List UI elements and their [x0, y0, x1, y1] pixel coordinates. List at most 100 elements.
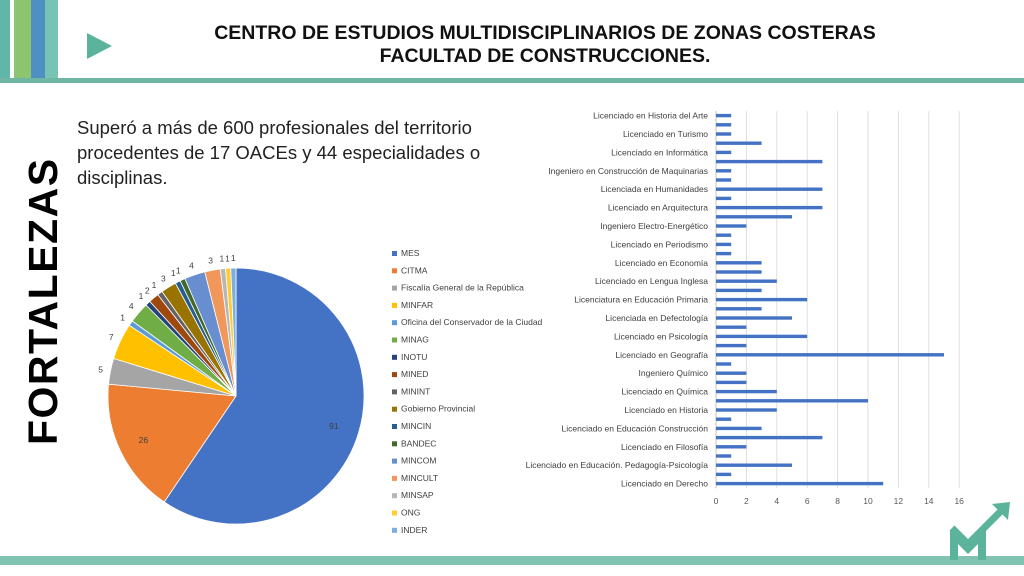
y-category-label: Licenciado en Educación. Pedagogía-Psico… — [526, 460, 709, 470]
bar — [716, 435, 823, 440]
x-tick-label: 4 — [774, 496, 779, 506]
bar — [716, 270, 762, 274]
x-tick-label: 14 — [924, 496, 934, 506]
bar — [716, 150, 732, 155]
y-category-label: Licenciado en Arquitectura — [608, 203, 708, 213]
bar — [716, 389, 777, 394]
x-tick-label: 8 — [835, 496, 840, 506]
x-tick-label: 2 — [744, 496, 749, 506]
header-stripe-blue — [31, 0, 45, 78]
pie-data-label: 26 — [139, 435, 149, 445]
y-category-label: Licenciado en Lengua Inglesa — [595, 276, 708, 286]
legend-swatch — [392, 320, 397, 326]
page-title: CENTRO DE ESTUDIOS MULTIDISCIPLINARIOS D… — [130, 22, 960, 68]
legend-label: MININT — [401, 386, 430, 396]
legend-label: MINCULT — [401, 473, 438, 483]
legend-swatch — [392, 337, 397, 343]
legend-swatch — [392, 285, 397, 291]
y-category-label: Licenciado en Química — [622, 387, 709, 397]
bar — [716, 325, 747, 329]
pie-data-label: 5 — [98, 364, 103, 374]
bar — [716, 380, 747, 385]
pie-data-label: 3 — [161, 274, 166, 284]
bar — [716, 408, 777, 412]
pie-data-label: 1 — [225, 253, 230, 263]
legend-label: CITMA — [401, 265, 428, 275]
bar — [716, 113, 732, 118]
bar — [716, 334, 808, 339]
legend-swatch — [392, 441, 397, 447]
bar — [716, 141, 762, 145]
bar — [716, 316, 792, 320]
bar — [716, 426, 762, 431]
y-category-label: Licenciado en Periodismo — [611, 239, 709, 249]
x-tick-label: 0 — [714, 496, 719, 506]
pie-slice — [107, 383, 237, 503]
pie-data-label: 1 — [120, 312, 125, 322]
bar — [716, 288, 762, 293]
pie-data-label: 1 — [220, 254, 225, 264]
bar — [716, 233, 732, 237]
bar — [716, 371, 747, 375]
legend-label: MES — [401, 248, 420, 258]
y-category-label: Licenciado en Psicología — [614, 331, 708, 341]
y-category-label: Licenciado en Historia del Arte — [593, 111, 708, 121]
side-title: FORTALEZAS — [20, 157, 66, 445]
pie-data-label: 4 — [129, 301, 134, 311]
legend-swatch — [392, 302, 397, 308]
pie-data-label: 1 — [176, 266, 181, 276]
bar — [716, 187, 823, 191]
bar — [716, 454, 732, 458]
legend-swatch — [392, 424, 397, 429]
y-category-label: Licenciado en Filosofía — [621, 442, 708, 452]
legend-label: INDER — [401, 525, 427, 535]
play-icon — [87, 33, 112, 59]
pie-data-label: 7 — [109, 332, 114, 342]
bar-chart: 0 2 4 6 8 10 12 14 16 Licenciado en Historia del … — [526, 111, 965, 507]
legend-label: Fiscalía General de la República — [401, 283, 524, 293]
legend-swatch — [392, 527, 397, 533]
legend-label: MINCOM — [401, 456, 436, 466]
title-line-1: CENTRO DE ESTUDIOS MULTIDISCIPLINARIOS D… — [214, 22, 876, 44]
bar — [716, 463, 792, 467]
x-tick-label: 6 — [805, 496, 810, 506]
legend-label: BANDEC — [401, 438, 436, 448]
bar — [716, 196, 732, 201]
bar — [716, 169, 732, 173]
x-tick-label: 12 — [894, 496, 904, 506]
y-category-label: Ingeniero en Construcción de Maquinarias — [548, 166, 708, 176]
title-line-2: FACULTAD DE CONSTRUCCIONES. — [379, 45, 711, 67]
pie-slice — [230, 267, 237, 397]
bar — [716, 343, 747, 348]
bar — [716, 481, 884, 486]
pie-data-label: 1 — [171, 268, 176, 278]
bar — [716, 261, 762, 265]
pie-data-label: 4 — [189, 260, 194, 270]
bar — [716, 353, 944, 357]
pie-slice — [163, 267, 365, 525]
y-category-label: Licenciado en Derecho — [621, 479, 708, 489]
legend-swatch — [392, 354, 397, 360]
bar — [716, 279, 777, 283]
legend-swatch — [392, 389, 397, 395]
legend-swatch — [392, 493, 397, 499]
legend-swatch — [392, 458, 397, 464]
bar — [716, 297, 808, 302]
bar — [716, 307, 762, 311]
y-category-label: Ingeniero Químico — [639, 368, 709, 378]
bar — [716, 123, 732, 127]
bar — [716, 445, 747, 449]
description-text: Superó a más de 600 profesionales del te… — [77, 117, 481, 188]
y-category-label: Licenciado en Economía — [615, 258, 708, 268]
pie-data-label: 1 — [231, 253, 236, 263]
bar — [716, 132, 732, 136]
bar — [716, 399, 868, 403]
legend-swatch — [392, 406, 397, 412]
footer-bar — [0, 556, 1024, 565]
pie-data-label: 2 — [145, 285, 150, 295]
y-category-label: Licenciado en Informática — [611, 147, 708, 157]
header-stripe-seafoam — [45, 0, 58, 78]
x-tick-label: 16 — [954, 496, 964, 506]
bar — [716, 205, 823, 210]
